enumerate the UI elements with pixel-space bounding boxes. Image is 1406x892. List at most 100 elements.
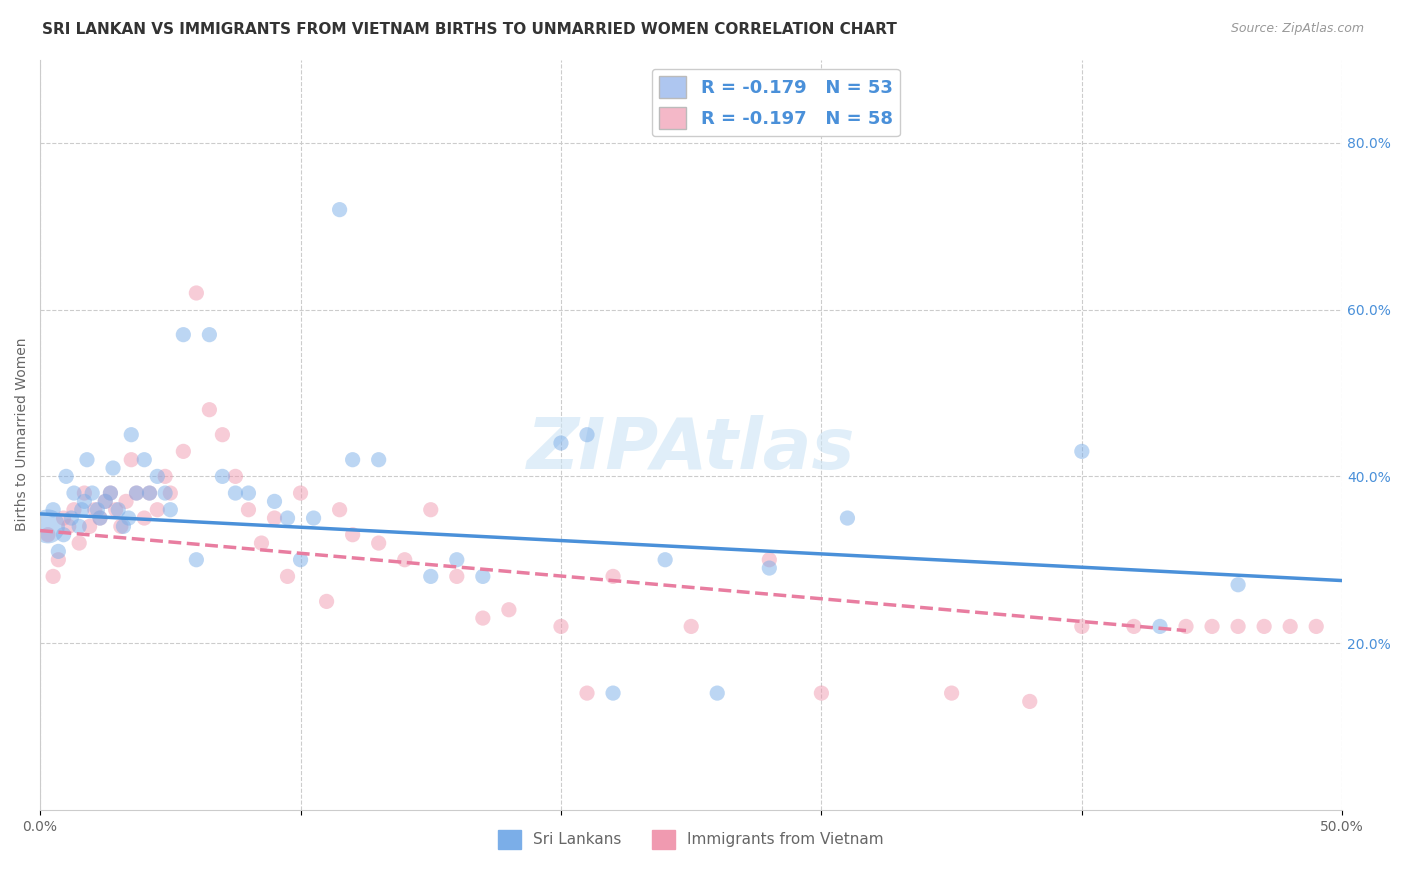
Point — [446, 569, 468, 583]
Point — [89, 511, 111, 525]
Point — [86, 502, 108, 516]
Point — [125, 486, 148, 500]
Point — [329, 502, 352, 516]
Point — [55, 469, 77, 483]
Point — [250, 536, 273, 550]
Point — [46, 553, 69, 567]
Point — [446, 553, 468, 567]
Point — [681, 619, 703, 633]
Point — [101, 461, 124, 475]
Point — [654, 553, 676, 567]
Point — [1149, 619, 1171, 633]
Point — [550, 436, 572, 450]
Point — [263, 511, 285, 525]
Point — [37, 527, 59, 541]
Point — [186, 553, 208, 567]
Point — [576, 427, 599, 442]
Point — [153, 469, 176, 483]
Point — [290, 486, 312, 500]
Point — [76, 452, 98, 467]
Point — [153, 486, 176, 500]
Point — [238, 486, 260, 500]
Point — [67, 536, 90, 550]
Point — [79, 519, 101, 533]
Point — [73, 486, 96, 500]
Text: ZIPAtlas: ZIPAtlas — [527, 415, 855, 484]
Point — [172, 444, 194, 458]
Point — [146, 502, 169, 516]
Point — [134, 511, 156, 525]
Point — [46, 544, 69, 558]
Point — [1201, 619, 1223, 633]
Point — [302, 511, 325, 525]
Point — [37, 519, 59, 533]
Point — [94, 494, 117, 508]
Point — [263, 494, 285, 508]
Point — [342, 527, 364, 541]
Point — [1305, 619, 1327, 633]
Point — [159, 502, 181, 516]
Point — [60, 511, 83, 525]
Point — [107, 502, 129, 516]
Point — [70, 502, 93, 516]
Point — [146, 469, 169, 483]
Point — [1279, 619, 1302, 633]
Point — [63, 502, 86, 516]
Point — [138, 486, 160, 500]
Point — [550, 619, 572, 633]
Point — [1227, 619, 1250, 633]
Point — [1070, 619, 1092, 633]
Point — [498, 603, 520, 617]
Point — [110, 519, 132, 533]
Point — [315, 594, 337, 608]
Point — [100, 486, 122, 500]
Point — [419, 569, 441, 583]
Point — [602, 569, 624, 583]
Point — [1122, 619, 1144, 633]
Point — [198, 402, 221, 417]
Point — [138, 486, 160, 500]
Point — [94, 494, 117, 508]
Point — [1253, 619, 1275, 633]
Point — [367, 452, 389, 467]
Point — [238, 502, 260, 516]
Point — [276, 569, 298, 583]
Point — [125, 486, 148, 500]
Point — [394, 553, 416, 567]
Point — [758, 553, 780, 567]
Point — [941, 686, 963, 700]
Point — [89, 511, 111, 525]
Text: SRI LANKAN VS IMMIGRANTS FROM VIETNAM BIRTHS TO UNMARRIED WOMEN CORRELATION CHAR: SRI LANKAN VS IMMIGRANTS FROM VIETNAM BI… — [42, 22, 897, 37]
Point — [42, 569, 65, 583]
Point — [1227, 578, 1250, 592]
Point — [159, 486, 181, 500]
Text: Source: ZipAtlas.com: Source: ZipAtlas.com — [1230, 22, 1364, 36]
Legend: Sri Lankans, Immigrants from Vietnam: Sri Lankans, Immigrants from Vietnam — [492, 824, 890, 855]
Point — [73, 494, 96, 508]
Point — [224, 469, 246, 483]
Point — [42, 502, 65, 516]
Point — [211, 427, 233, 442]
Point — [58, 519, 80, 533]
Point — [329, 202, 352, 217]
Point — [602, 686, 624, 700]
Point — [706, 686, 728, 700]
Point — [367, 536, 389, 550]
Point — [83, 502, 105, 516]
Point — [837, 511, 859, 525]
Point — [276, 511, 298, 525]
Point — [576, 686, 599, 700]
Point — [82, 486, 104, 500]
Point — [134, 452, 156, 467]
Point — [172, 327, 194, 342]
Point — [104, 502, 127, 516]
Point — [186, 285, 208, 300]
Point — [1175, 619, 1198, 633]
Point — [67, 519, 90, 533]
Point — [342, 452, 364, 467]
Point — [224, 486, 246, 500]
Point — [1018, 694, 1040, 708]
Point — [471, 569, 494, 583]
Point — [1070, 444, 1092, 458]
Point — [63, 486, 86, 500]
